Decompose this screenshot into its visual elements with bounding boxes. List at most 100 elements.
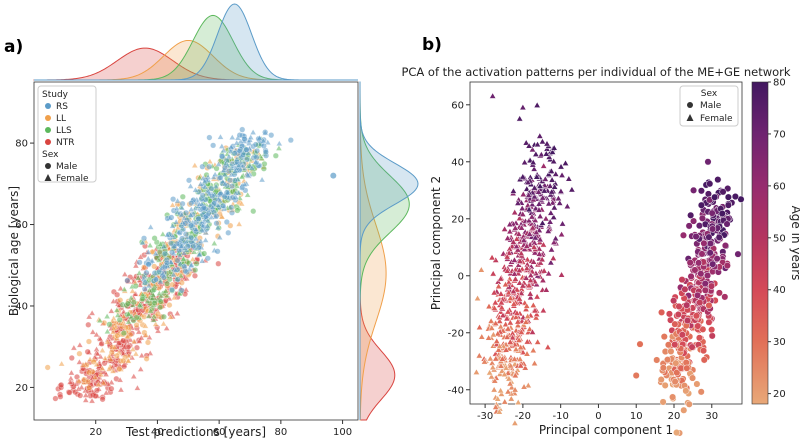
panel-label-b: b)	[422, 35, 442, 55]
data-point	[198, 257, 206, 264]
data-point	[183, 209, 189, 216]
data-point	[136, 259, 143, 266]
data-point	[87, 392, 94, 399]
marginal-density-right	[359, 82, 419, 420]
data-point	[107, 356, 114, 362]
data-point	[276, 140, 283, 146]
data-point	[220, 202, 227, 209]
data-point-male	[678, 331, 686, 339]
data-point-male	[699, 325, 707, 333]
data-point	[154, 311, 161, 317]
data-point	[147, 307, 154, 314]
data-point	[164, 280, 171, 287]
data-point-female	[531, 306, 539, 314]
data-point	[84, 378, 91, 385]
data-point	[117, 297, 124, 304]
data-point-female	[513, 286, 521, 293]
data-point	[88, 309, 96, 316]
data-point	[94, 387, 100, 394]
data-point	[182, 231, 189, 238]
data-point-female	[523, 302, 531, 309]
data-point	[190, 243, 197, 250]
legend-b-box	[679, 85, 739, 127]
data-point	[117, 285, 124, 291]
data-point	[217, 174, 224, 181]
data-point	[231, 177, 238, 184]
data-point-female	[498, 355, 507, 362]
data-point-male	[704, 190, 712, 198]
data-point-female	[523, 338, 531, 345]
data-point	[275, 144, 283, 151]
data-point	[188, 222, 195, 229]
data-point-female	[524, 312, 532, 320]
data-point-female	[516, 114, 524, 122]
data-point-female	[519, 190, 527, 197]
data-point-female	[511, 419, 519, 426]
legend-title-study: Study	[42, 90, 69, 100]
data-point	[99, 396, 106, 403]
data-point	[180, 255, 187, 262]
x-axis-label-a: Test predictions [years]	[125, 425, 266, 439]
data-point-male	[708, 326, 716, 334]
data-point	[199, 163, 206, 170]
x-tick-label-a: 100	[333, 427, 352, 438]
data-point-female	[507, 395, 515, 402]
legend-a: Study RS LL LLS NTR Sex Male Female	[37, 85, 97, 184]
data-point-male	[708, 332, 716, 340]
data-point-female	[539, 306, 547, 314]
data-point-female	[510, 270, 519, 277]
data-point-male	[695, 334, 703, 342]
data-point	[178, 204, 186, 211]
data-point-female	[531, 216, 539, 223]
data-point-female	[534, 188, 543, 195]
data-point-male	[678, 276, 686, 284]
colorbar-tick-label: 40	[773, 285, 786, 296]
data-point-female	[532, 313, 540, 321]
data-point	[200, 204, 207, 211]
data-point-female	[538, 255, 546, 263]
data-point-female	[529, 224, 537, 231]
data-point-female	[549, 199, 557, 206]
data-point-male	[664, 341, 672, 349]
data-point-female	[515, 230, 523, 237]
data-point	[174, 197, 181, 204]
y-tick-label-a: 40	[15, 301, 28, 312]
data-point-male	[653, 356, 661, 364]
data-point	[76, 358, 83, 365]
data-point-female	[515, 279, 524, 286]
data-point-female	[512, 345, 520, 352]
data-point	[172, 266, 179, 273]
data-point-male	[715, 233, 723, 241]
data-point	[169, 201, 176, 208]
data-point	[77, 392, 84, 399]
data-point-male	[675, 302, 683, 310]
data-point-female	[497, 322, 505, 330]
data-point	[192, 267, 199, 273]
data-point	[136, 337, 143, 344]
data-point	[160, 243, 168, 249]
data-point-male	[686, 259, 694, 267]
data-point-male	[690, 186, 698, 194]
data-point	[206, 158, 214, 164]
legend-marker	[45, 127, 51, 133]
data-point	[145, 255, 152, 262]
colorbar	[751, 81, 769, 405]
data-point	[114, 332, 121, 339]
data-point	[108, 307, 115, 314]
plot-a-points	[44, 126, 337, 404]
data-point	[145, 312, 152, 319]
data-point-female	[494, 346, 503, 353]
data-point-female	[513, 235, 521, 242]
data-point-female	[497, 274, 505, 282]
data-point-male	[704, 272, 712, 280]
data-point	[178, 287, 185, 294]
data-point	[238, 173, 246, 180]
data-point-female	[516, 355, 524, 362]
data-point	[125, 310, 132, 317]
data-point-female	[525, 230, 534, 237]
data-point	[121, 286, 128, 292]
data-point-female	[533, 140, 542, 148]
panel-a: 20 40 60 80 100 20 40 60 80 Test predictions [yea…	[7, 3, 419, 439]
data-point-female	[513, 309, 521, 316]
x-tick-label-b: 30	[705, 411, 718, 422]
